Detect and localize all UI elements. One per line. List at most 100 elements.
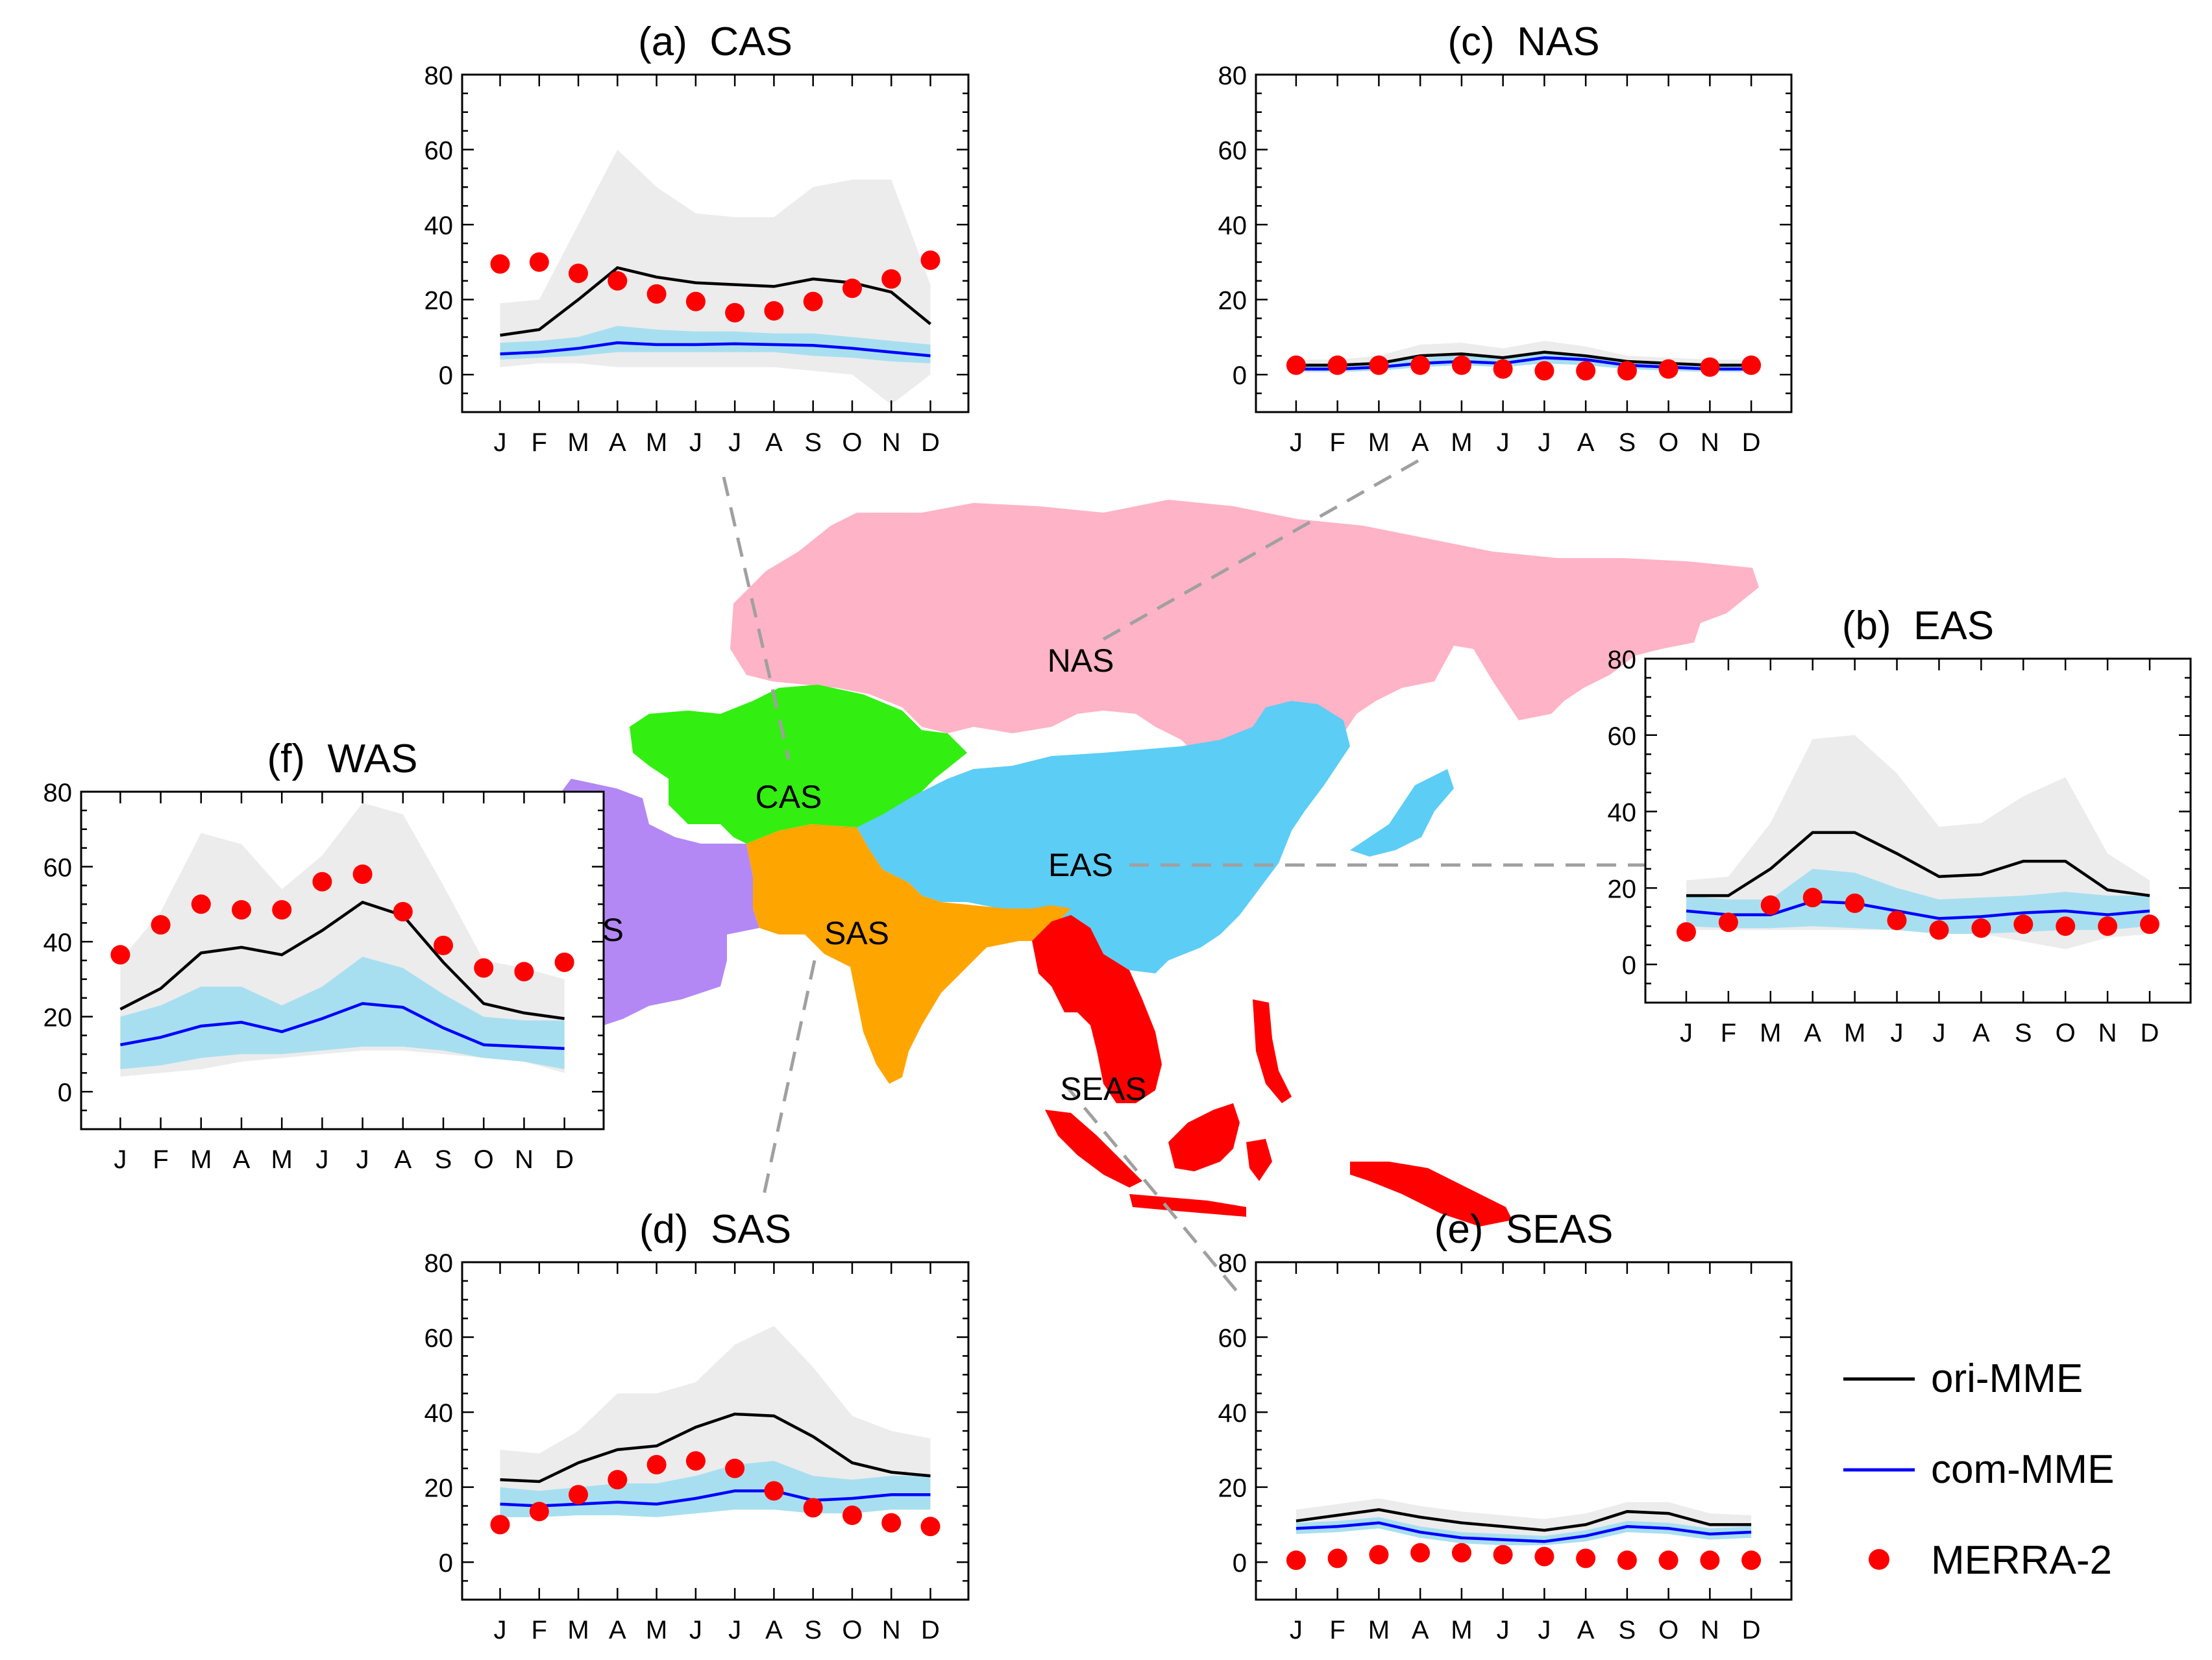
x-tick-label: O [474, 1145, 494, 1174]
merra-2-point [151, 915, 171, 935]
region-seas-borneo [1168, 1103, 1240, 1171]
merra-2-point [608, 271, 628, 291]
x-tick-label: D [921, 1616, 940, 1644]
y-tick-label: 40 [424, 1399, 454, 1428]
merra-2-point [803, 1498, 823, 1518]
merra-2-point [725, 302, 745, 323]
map-label-eas: EAS [1048, 847, 1113, 883]
x-tick-label: F [1329, 428, 1345, 457]
merra-2-point [881, 269, 902, 289]
merra-2-point [1658, 359, 1678, 379]
region-seas-new-guinea [1350, 1162, 1512, 1227]
y-tick-label: 60 [1608, 722, 1637, 751]
merra-2-point [1677, 922, 1696, 942]
com-mme-spread [1296, 1517, 1752, 1546]
merra-2-point [1451, 355, 1471, 375]
merra-2-point [764, 301, 784, 321]
x-tick-label: A [1577, 1616, 1595, 1644]
y-tick-label: 40 [43, 929, 73, 957]
x-tick-label: J [728, 1616, 741, 1644]
y-tick-label: 60 [1218, 1324, 1247, 1353]
x-tick-label: F [532, 1616, 547, 1644]
merra-2-point [842, 1506, 862, 1525]
merra-2-point [1576, 1548, 1596, 1568]
series-line-ori-mme [119, 900, 565, 1020]
x-tick-label: N [882, 1616, 901, 1644]
merra-2-point [474, 958, 494, 978]
x-tick-label: M [1451, 1616, 1472, 1644]
series-line-ori-mme [1296, 1508, 1752, 1532]
merra-2-point [1741, 1550, 1762, 1570]
x-tick-label: J [1538, 428, 1551, 457]
y-tick-label: 60 [424, 137, 454, 165]
merra-2-point [2056, 916, 2076, 936]
x-tick-label: M [1451, 428, 1472, 457]
x-tick-label: M [1368, 428, 1390, 457]
region-seas-philippines [1253, 999, 1292, 1103]
x-tick-label: J [689, 1616, 702, 1644]
panel-title: (e) SEAS [1434, 1207, 1614, 1252]
merra-2-point [312, 872, 332, 892]
x-tick-label: J [1290, 1616, 1303, 1644]
x-tick-label: M [1368, 1616, 1390, 1644]
x-tick-label: J [1497, 1616, 1510, 1644]
x-tick-label: A [765, 428, 783, 457]
map-label-cas: CAS [756, 779, 822, 815]
merra-2-point [1760, 895, 1780, 915]
region-eas [857, 701, 1350, 973]
y-tick-label: 60 [424, 1324, 454, 1353]
merra-2-point [2013, 914, 2034, 934]
merra-2-point [1410, 355, 1431, 375]
y-tick-label: 80 [1218, 1249, 1247, 1278]
region-map: NAS CAS EAS WAS SAS SEAS [532, 459, 1759, 1296]
merra-2-point [842, 278, 862, 299]
series-line-com-mme [1296, 1521, 1752, 1543]
merra-2-point [1327, 355, 1347, 375]
merra-2-point [232, 900, 251, 920]
merra-2-point [685, 291, 706, 311]
x-tick-label: S [804, 1616, 822, 1644]
merra-2-point [191, 894, 211, 914]
merra-2-point [490, 1515, 510, 1535]
merra-2-point [529, 252, 549, 272]
merra-2-point [1493, 1544, 1513, 1565]
y-tick-label: 40 [424, 212, 454, 240]
com-mme-spread [120, 957, 565, 1069]
x-tick-label: M [271, 1145, 293, 1174]
merra-2-point [1971, 918, 1991, 938]
x-tick-label: O [2056, 1019, 2076, 1047]
merra-2-point [1369, 1544, 1389, 1565]
merra-2-point [1617, 1550, 1637, 1570]
merra-2-point [393, 901, 413, 922]
x-tick-label: M [646, 428, 667, 457]
x-tick-label: N [1701, 1616, 1719, 1644]
y-tick-label: 20 [1218, 1474, 1247, 1503]
x-tick-label: F [153, 1145, 168, 1174]
y-tick-label: 0 [439, 1549, 453, 1578]
x-tick-label: A [1972, 1019, 1990, 1047]
merra-2-point [646, 1455, 667, 1474]
merra-2-point [272, 900, 292, 920]
x-tick-label: S [1619, 1616, 1636, 1644]
x-tick-label: F [1329, 1616, 1345, 1644]
y-tick-label: 40 [1218, 212, 1247, 240]
panel-title: (d) SAS [639, 1207, 791, 1252]
x-tick-label: N [1701, 428, 1719, 457]
x-tick-label: A [609, 428, 626, 457]
legend-label-ori-mme: ori-MME [1931, 1356, 2083, 1401]
x-tick-label: J [1891, 1019, 1904, 1047]
region-sas [746, 824, 1071, 1084]
merra-2-point [529, 1502, 549, 1522]
merra-2-point [569, 1485, 588, 1505]
legend: ori-MME com-MME MERRA-2 [1843, 1356, 2114, 1583]
x-tick-label: J [1538, 1616, 1551, 1644]
x-tick-label: J [1497, 428, 1510, 457]
x-tick-label: N [515, 1145, 534, 1174]
merra-2-point [110, 945, 130, 965]
series-line-com-mme [500, 341, 931, 358]
